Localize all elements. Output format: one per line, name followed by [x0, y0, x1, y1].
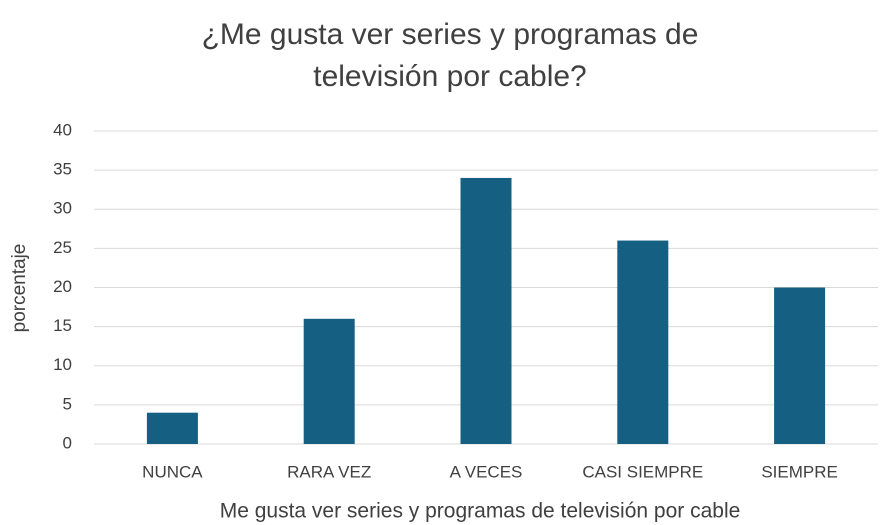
chart-title: ¿Me gusta ver series y programas de telev… — [202, 18, 699, 93]
x-axis-label: Me gusta ver series y programas de telev… — [220, 500, 741, 523]
y-tick-label: 40 — [53, 120, 72, 139]
x-tick-label: CASI SIEMPRE — [582, 462, 703, 481]
x-tick-label: SIEMPRE — [761, 462, 838, 481]
bar — [146, 412, 198, 444]
y-tick-label: 20 — [53, 277, 72, 296]
y-tick-label: 30 — [53, 199, 72, 218]
y-tick-label: 25 — [53, 238, 72, 257]
y-axis-label: porcentaje — [9, 244, 30, 333]
bar — [460, 177, 512, 444]
y-tick-label: 5 — [63, 394, 72, 413]
x-tick-label: NUNCA — [142, 462, 203, 481]
bar — [303, 318, 355, 444]
bar — [617, 240, 669, 444]
x-tick-label: A VECES — [450, 462, 523, 481]
y-tick-label: 0 — [63, 433, 72, 452]
y-tick-label: 35 — [53, 160, 72, 179]
y-tick-label: 15 — [53, 316, 72, 335]
bar — [774, 287, 826, 444]
y-tick-label: 10 — [53, 355, 72, 374]
x-tick-label: RARA VEZ — [287, 462, 371, 481]
